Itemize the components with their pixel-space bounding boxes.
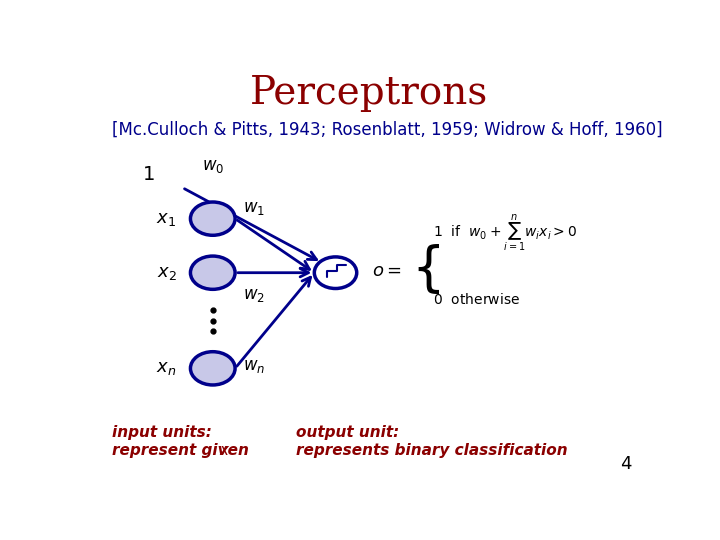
Text: $x_1$: $x_1$ (156, 210, 176, 228)
Text: $\{$: $\{$ (411, 241, 440, 295)
Text: $o =$: $o =$ (372, 261, 402, 280)
Text: $w_0$: $w_0$ (202, 158, 224, 175)
Circle shape (190, 202, 235, 235)
Circle shape (315, 257, 356, 288)
Text: [Mc.Culloch & Pitts, 1943; Rosenblatt, 1959; Widrow & Hoff, 1960]: [Mc.Culloch & Pitts, 1943; Rosenblatt, 1… (112, 120, 663, 138)
Circle shape (190, 256, 235, 289)
Text: represent given: represent given (112, 443, 254, 458)
Circle shape (190, 352, 235, 385)
Text: $x_2$: $x_2$ (157, 264, 176, 282)
Text: $1\ \ \mathrm{if}\ \ w_0 + \sum_{i=1}^{n} w_i x_i > 0$: $1\ \ \mathrm{if}\ \ w_0 + \sum_{i=1}^{n… (433, 213, 577, 254)
Text: $1$: $1$ (142, 166, 154, 184)
Text: $w_n$: $w_n$ (243, 358, 266, 375)
Text: $x$: $x$ (220, 443, 231, 458)
Text: $w_2$: $w_2$ (243, 287, 265, 304)
Text: output unit:: output unit: (297, 426, 400, 440)
Text: $0\ \ \mathrm{otherwise}$: $0\ \ \mathrm{otherwise}$ (433, 292, 521, 307)
Text: represents binary classification: represents binary classification (297, 443, 568, 458)
Text: input units:: input units: (112, 426, 212, 440)
Text: $x_n$: $x_n$ (156, 359, 176, 377)
Text: $w_1$: $w_1$ (243, 200, 266, 217)
Text: 4: 4 (620, 455, 631, 473)
Text: Perceptrons: Perceptrons (250, 76, 488, 112)
